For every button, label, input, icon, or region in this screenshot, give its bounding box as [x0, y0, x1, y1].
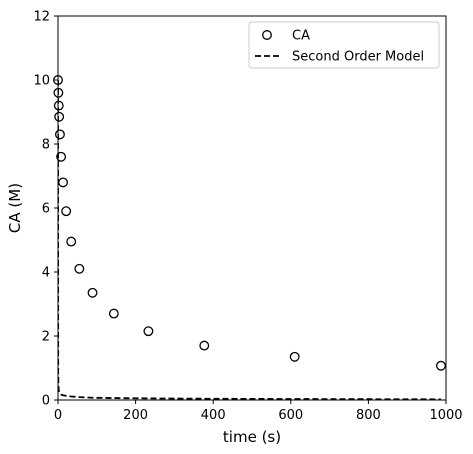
legend-box [248, 21, 440, 69]
legend: CA Second Order Model [248, 21, 440, 69]
plot-area [53, 75, 446, 400]
ca-data-point [66, 236, 77, 247]
legend-label: CA [292, 29, 310, 44]
ca-data-point [74, 263, 85, 274]
y-tick-label: 2 [42, 330, 50, 345]
y-tick-label: 12 [33, 10, 50, 25]
y-tick-label: 0 [42, 394, 50, 409]
x-tick-label: 0 [54, 408, 62, 423]
x-tick-label: 800 [356, 408, 381, 423]
ca-data-point [53, 100, 64, 111]
x-tick-label: 600 [278, 408, 303, 423]
y-tick-label: 8 [42, 138, 50, 153]
ca-data-point [54, 129, 65, 140]
ca-data-point [108, 308, 119, 319]
axes: 0 200 400 600 800 1000 0 2 4 6 8 10 12 [33, 10, 462, 424]
ca-data-point [58, 177, 68, 188]
y-tick-label: 6 [42, 202, 50, 217]
ca-data-point [87, 287, 98, 298]
y-axis-label: CA (M) [6, 183, 24, 233]
x-tick-label: 400 [201, 408, 226, 423]
plot-frame [57, 15, 447, 401]
x-axis-label: time (s) [223, 428, 281, 446]
legend-label: Second Order Model [292, 50, 424, 65]
ca-data-point [54, 111, 65, 122]
ca-data-point [199, 340, 210, 351]
ca-data-point [436, 360, 446, 371]
ca-data-point [61, 206, 72, 217]
x-tick-label: 1000 [429, 408, 462, 423]
legend-marker-circle [262, 30, 272, 40]
ca-data-point [289, 351, 300, 362]
ca-data-point [143, 326, 154, 337]
x-tick-label: 200 [123, 408, 148, 423]
ca-data-point [56, 151, 67, 162]
y-tick-label: 10 [33, 74, 50, 89]
y-tick-label: 4 [42, 266, 50, 281]
model-line [58, 79, 441, 400]
